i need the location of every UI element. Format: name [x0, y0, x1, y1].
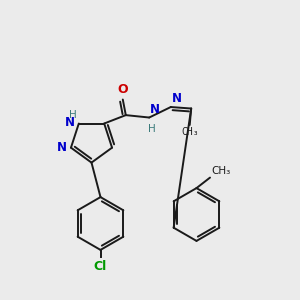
- Text: O: O: [118, 83, 128, 96]
- Text: CH₃: CH₃: [181, 128, 199, 137]
- Text: N: N: [65, 116, 75, 128]
- Text: H: H: [69, 110, 77, 120]
- Text: Cl: Cl: [94, 260, 107, 273]
- Text: H: H: [148, 124, 156, 134]
- Text: CH₃: CH₃: [212, 166, 231, 176]
- Text: N: N: [150, 103, 160, 116]
- Text: N: N: [57, 141, 68, 154]
- Text: N: N: [172, 92, 182, 105]
